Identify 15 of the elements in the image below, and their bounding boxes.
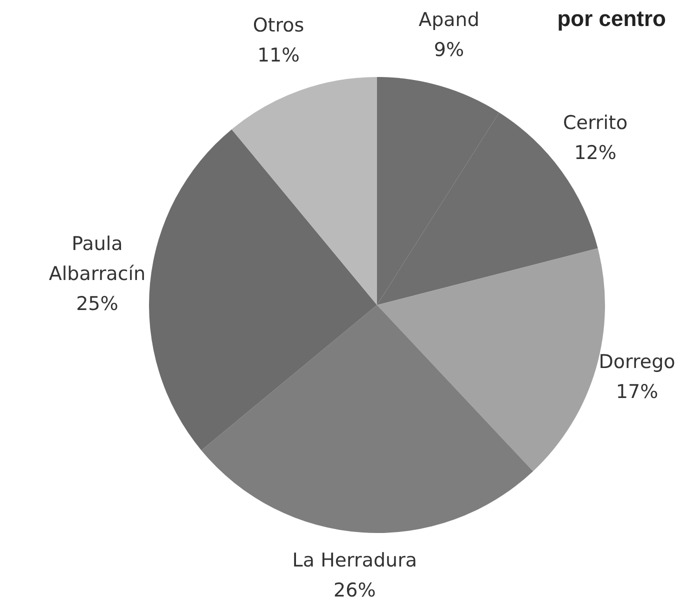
data-label: 9% — [434, 38, 464, 61]
pie-slice — [201, 305, 534, 533]
data-label: 12% — [574, 142, 616, 164]
pie-slice — [232, 77, 377, 305]
data-label: 26% — [334, 579, 376, 602]
slice-label: La Herradura — [292, 549, 418, 572]
data-label: 25% — [76, 293, 118, 316]
data-label: 11% — [257, 44, 300, 66]
slice-label: Apand — [418, 8, 480, 31]
slice-label: Paula Albarracín — [48, 233, 146, 286]
slice-label: Otros — [252, 14, 304, 36]
chart-title: por centro — [557, 6, 666, 32]
data-label: 17% — [616, 381, 658, 403]
slice-label: Dorrego — [598, 351, 676, 373]
slice-label: Cerrito — [562, 112, 628, 134]
